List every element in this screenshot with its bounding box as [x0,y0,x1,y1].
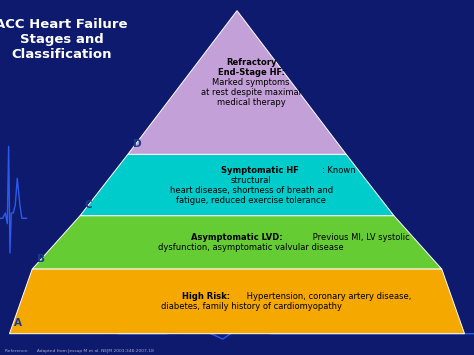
Text: diabetes, family history of cardiomyopathy: diabetes, family history of cardiomyopat… [161,302,342,311]
Text: D: D [133,139,141,149]
Text: : Known: : Known [322,166,356,175]
Polygon shape [128,11,346,154]
Text: High Risk: Hypertension, coronary artery disease,: High Risk: Hypertension, coronary artery… [132,292,370,301]
Text: B: B [37,254,45,264]
Polygon shape [32,216,442,269]
Text: A: A [14,318,22,328]
Text: fatigue, reduced exercise tolerance: fatigue, reduced exercise tolerance [176,196,326,204]
Text: Previous MI, LV systolic: Previous MI, LV systolic [310,233,410,242]
Text: Asymptomatic LVD: Previous MI, LV systolic: Asymptomatic LVD: Previous MI, LV systol… [148,233,354,242]
Text: dysfunction, asymptomatic valvular disease: dysfunction, asymptomatic valvular disea… [158,243,344,252]
Text: Symptomatic HF: Symptomatic HF [221,166,299,175]
Text: Hypertension, coronary artery disease,: Hypertension, coronary artery disease, [244,292,411,301]
Text: Symptomatic HF: Known: Symptomatic HF: Known [193,166,309,175]
Text: Refractory: Refractory [226,58,276,67]
Text: heart disease, shortness of breath and: heart disease, shortness of breath and [170,186,333,195]
Polygon shape [9,269,465,334]
Text: End-Stage HF:: End-Stage HF: [218,68,285,77]
Text: Marked symptoms: Marked symptoms [212,78,290,87]
Text: Reference:      Adapted from Jessup M et al. NEJM 2003;348:2007-18: Reference: Adapted from Jessup M et al. … [5,349,154,353]
Text: C: C [85,201,92,211]
Text: Asymptomatic LVD:: Asymptomatic LVD: [191,233,283,242]
Text: High Risk:: High Risk: [182,292,230,301]
Text: structural: structural [231,176,272,185]
Text: medical therapy: medical therapy [217,98,286,107]
Text: at rest despite maximal: at rest despite maximal [201,88,301,97]
Text: ACC Heart Failure
Stages and
Classification: ACC Heart Failure Stages and Classificat… [0,18,128,61]
Polygon shape [80,154,394,216]
